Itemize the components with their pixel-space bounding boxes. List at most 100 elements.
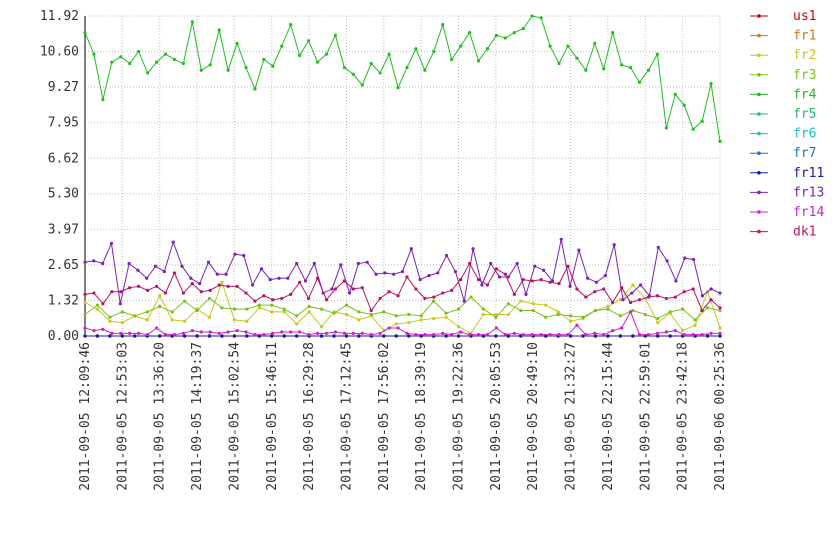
- data-point-fr13: [365, 260, 369, 264]
- data-point-fr14: [709, 331, 713, 335]
- data-point-fr3: [108, 315, 112, 319]
- data-point-fr3: [681, 307, 685, 311]
- data-point-fr4: [360, 83, 364, 87]
- data-point-dk1: [548, 280, 552, 284]
- data-point-dk1: [119, 290, 123, 294]
- data-point-fr13: [656, 245, 660, 250]
- data-point-fr14: [262, 333, 266, 337]
- data-point-fr13: [295, 261, 299, 266]
- data-point-fr11: [120, 334, 124, 338]
- axes: 0.00 1.32 2.65 3.97 5.30 6.62 7.95 9.27 10.60 11.…: [40, 9, 728, 491]
- data-point-dk1: [128, 286, 132, 290]
- data-point-fr4: [423, 68, 427, 72]
- data-point-fr3: [444, 311, 448, 315]
- data-point-fr4: [333, 33, 338, 37]
- data-point-fr3: [718, 308, 722, 313]
- data-point-fr14: [298, 330, 302, 334]
- data-point-fr13: [568, 284, 572, 288]
- legend-marker: [757, 53, 761, 57]
- data-point-fr11: [593, 334, 598, 338]
- data-point-fr4: [396, 86, 400, 90]
- data-point-fr14: [244, 330, 248, 334]
- data-point-fr13: [542, 268, 546, 272]
- data-point-fr3: [83, 312, 87, 317]
- data-point-fr14: [208, 330, 212, 334]
- data-point-fr13: [709, 287, 713, 291]
- data-point-fr2: [145, 318, 149, 322]
- data-point-fr2: [394, 322, 398, 326]
- data-point-dk1: [700, 308, 704, 313]
- data-point-fr4: [163, 52, 168, 56]
- data-point-dk1: [494, 267, 499, 271]
- data-point-fr2: [568, 319, 573, 323]
- data-point-fr13: [639, 283, 643, 287]
- data-point-fr14: [119, 331, 123, 335]
- data-point-fr4: [92, 52, 96, 56]
- data-point-fr14: [271, 331, 275, 335]
- data-point-fr14: [333, 330, 338, 334]
- data-point-fr13: [206, 260, 211, 264]
- data-point-fr13: [453, 269, 458, 274]
- data-point-fr4: [119, 55, 123, 59]
- data-point-dk1: [530, 279, 534, 283]
- data-point-dk1: [512, 292, 516, 296]
- data-point-fr2: [120, 320, 124, 325]
- data-point-fr2: [519, 299, 523, 303]
- data-point-dk1: [190, 282, 194, 286]
- data-point-fr13: [339, 263, 343, 267]
- data-point-fr14: [351, 331, 355, 335]
- data-point-fr4: [414, 47, 418, 51]
- data-point-fr14: [83, 326, 87, 330]
- data-point-fr3: [245, 307, 249, 311]
- legend-item-fr2: fr2: [750, 48, 816, 63]
- data-point-fr3: [519, 308, 523, 313]
- data-point-fr4: [342, 65, 346, 70]
- data-point-fr13: [101, 261, 105, 266]
- data-point-fr4: [521, 27, 525, 31]
- data-point-fr11: [618, 334, 622, 338]
- data-point-fr2: [432, 316, 436, 321]
- series-line-dk1: [84, 262, 721, 312]
- data-point-fr14: [280, 330, 284, 334]
- data-point-fr14: [512, 331, 516, 335]
- data-point-fr14: [673, 329, 677, 333]
- data-point-fr13: [374, 272, 378, 276]
- data-point-fr11: [631, 334, 635, 338]
- data-point-fr14: [378, 331, 382, 335]
- data-point-fr3: [618, 314, 622, 318]
- legend-marker: [757, 112, 761, 116]
- data-point-fr11: [133, 334, 137, 338]
- data-point-fr11: [158, 334, 162, 338]
- data-point-dk1: [709, 298, 713, 302]
- data-point-fr13: [603, 273, 607, 278]
- series-line-fr3: [84, 296, 721, 321]
- legend-item-fr1: fr1: [750, 29, 816, 44]
- legend-item-fr3: fr3: [750, 68, 816, 83]
- data-point-fr13: [286, 276, 290, 280]
- data-point-dk1: [602, 287, 606, 291]
- data-point-fr13: [224, 272, 228, 276]
- data-point-fr11: [95, 334, 100, 338]
- data-point-fr4: [315, 60, 320, 64]
- data-point-fr14: [324, 331, 329, 335]
- data-point-fr14: [718, 331, 722, 335]
- legend-marker: [757, 210, 761, 214]
- data-point-fr13: [630, 291, 634, 295]
- data-point-fr3: [95, 303, 100, 307]
- data-point-dk1: [154, 284, 159, 288]
- data-point-fr3: [232, 307, 237, 311]
- data-point-fr13: [506, 275, 510, 279]
- data-point-fr11: [494, 334, 498, 338]
- data-point-fr14: [360, 331, 364, 335]
- data-point-fr3: [133, 314, 137, 318]
- data-point-fr13: [109, 241, 114, 245]
- legend-label: fr14: [793, 205, 824, 220]
- data-point-dk1: [226, 284, 230, 288]
- data-point-fr14: [387, 326, 391, 330]
- x-tick-label: 2011-09-05 17:56:02: [377, 342, 392, 491]
- data-point-fr13: [471, 247, 475, 251]
- data-point-fr14: [101, 327, 105, 331]
- data-point-fr3: [581, 315, 585, 319]
- data-point-dk1: [298, 280, 302, 284]
- data-point-fr14: [602, 333, 606, 337]
